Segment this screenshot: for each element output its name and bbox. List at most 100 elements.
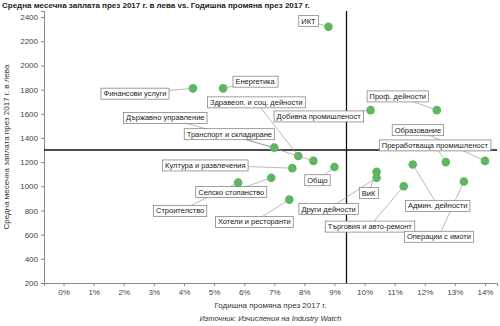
y-tick-mark [41,138,44,139]
y-tick: 2200 [20,37,44,46]
x-tick-label: 14% [477,288,493,297]
point-label-text: Здравеоп. и соц. дейности [210,98,303,107]
y-tick-label: 1400 [20,134,38,143]
y-tick-label: 1600 [20,110,38,119]
y-tick-mark [41,210,44,211]
x-tick: 5% [209,283,221,297]
x-tick-mark [64,283,65,286]
point-label-text: Образование [395,126,442,135]
y-tick-label: 2000 [20,61,38,70]
x-tick-mark [334,283,335,286]
y-tick: 1400 [20,134,44,143]
point-label: Проф. дейности [367,91,429,102]
x-axis: 0%1%2%3%4%5%6%7%8%9%10%11%12%13%14% [45,283,498,297]
y-tick-mark [41,235,44,236]
point [324,22,333,31]
x-tick-label: 10% [357,288,373,297]
y-tick: 2000 [20,61,44,70]
point-label-text: Финансови услуги [103,89,166,98]
y-tick-label: 2400 [20,13,38,22]
point-label-text: Добивна промишленост [277,112,362,121]
point-label: Хотели и ресторанти [215,216,293,227]
y-tick-label: 1000 [20,182,38,191]
y-tick-label: 800 [25,207,39,216]
x-tick-label: 12% [417,288,433,297]
point-label: Общо [305,175,330,186]
x-tick-label: 13% [447,288,463,297]
x-tick-mark [94,283,95,286]
label-box [153,205,206,216]
y-tick-mark [41,162,44,163]
point-label-text: Проф. дейности [370,92,427,101]
x-tick: 3% [149,283,161,297]
label-box [196,187,267,198]
y-tick: 200 [25,279,44,288]
label-box [163,160,249,171]
x-tick-label: 0% [58,288,70,297]
plot-area [44,11,497,283]
x-tick-mark [214,283,215,286]
point-label: Селско стопанство [196,187,267,198]
label-box [305,175,330,186]
y-tick-label: 600 [25,231,39,240]
x-tick: 0% [58,283,70,297]
x-tick: 8% [299,283,311,297]
point-label: Преработваща промишленост [379,140,491,151]
y-tick-mark [41,186,44,187]
y-tick: 1800 [20,86,44,95]
y-tick-label: 1800 [20,86,38,95]
label-box [215,216,293,227]
y-tick: 1200 [20,158,44,167]
label-box [299,16,319,27]
label-box [299,204,358,215]
label-box [367,91,429,102]
label-boxes: ИКТ Финансови услуги Енергетика Здравеоп. и… [101,16,491,243]
x-tick-mark [184,283,185,286]
label-box [325,221,415,232]
reference-line-x [346,11,347,283]
x-tick: 6% [239,283,251,297]
x-tick-mark [274,283,275,286]
x-tick-mark [124,283,125,286]
x-tick-mark [154,283,155,286]
point-label-text: Държавно управление [126,113,205,122]
x-tick: 14% [477,283,493,297]
point-labels: ИКТ Финансови услуги Енергетика Здравеоп. и… [101,16,491,243]
y-axis: 200 400 600 800 1000 1200 1400 1600 1800 2000 2200… [20,12,44,289]
point-label: Държавно управление [123,112,207,123]
y-tick-mark [41,41,44,42]
label-box [392,125,444,136]
label-box [359,188,378,199]
point-label: Строителство [153,205,206,216]
point-label-text: Култура и развлечения [165,161,246,170]
point-label: Добивна промишленост [274,111,364,122]
point [460,177,469,186]
x-tick-label: 2% [118,288,130,297]
x-tick: 12% [417,283,433,297]
label-box [184,129,274,140]
x-tick-label: 8% [299,288,311,297]
point-label: Култура и развлечения [163,160,249,171]
y-tick-mark [41,283,44,284]
point-label: Здравеоп. и соц. дейности [207,97,305,108]
x-tick-label: 5% [209,288,221,297]
x-tick-mark [455,283,456,286]
point-label-text: Админ. дейности [408,201,467,210]
point-label: ИКТ [299,16,319,27]
point-label-text: Други дейности [301,205,355,214]
point-label-text: ИКТ [301,17,316,26]
point-label: Админ. дейности [405,200,469,211]
point [285,195,294,204]
y-tick-label: 200 [25,279,39,288]
y-tick-label: 400 [25,255,39,264]
point-label-text: Енергетика [235,77,275,86]
x-tick: 1% [88,283,100,297]
title: Средна месечна заплата през 2017 г. в ле… [2,1,310,10]
point-label: Търговия и авто-ремонт [325,221,415,232]
x-tick: 7% [269,283,281,297]
y-tick: 800 [25,207,44,216]
x-tick-mark [244,283,245,286]
y-tick: 400 [25,255,44,264]
point-label-text: Транспорт и складиране [187,130,272,139]
x-tick-mark [365,283,366,286]
